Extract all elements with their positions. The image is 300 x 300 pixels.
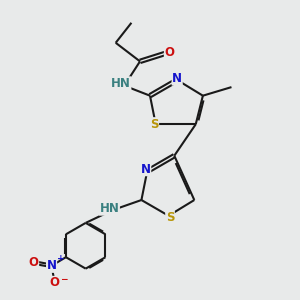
- Text: +: +: [57, 254, 64, 262]
- Text: S: S: [150, 118, 158, 131]
- Text: O: O: [50, 276, 59, 290]
- Text: N: N: [46, 259, 57, 272]
- Text: N: N: [172, 72, 182, 85]
- Text: HN: HN: [100, 202, 119, 215]
- Text: HN: HN: [111, 77, 131, 90]
- Text: S: S: [166, 211, 174, 224]
- Text: N: N: [141, 163, 151, 176]
- Text: O: O: [28, 256, 39, 269]
- Text: −: −: [60, 275, 67, 284]
- Text: O: O: [164, 46, 174, 59]
